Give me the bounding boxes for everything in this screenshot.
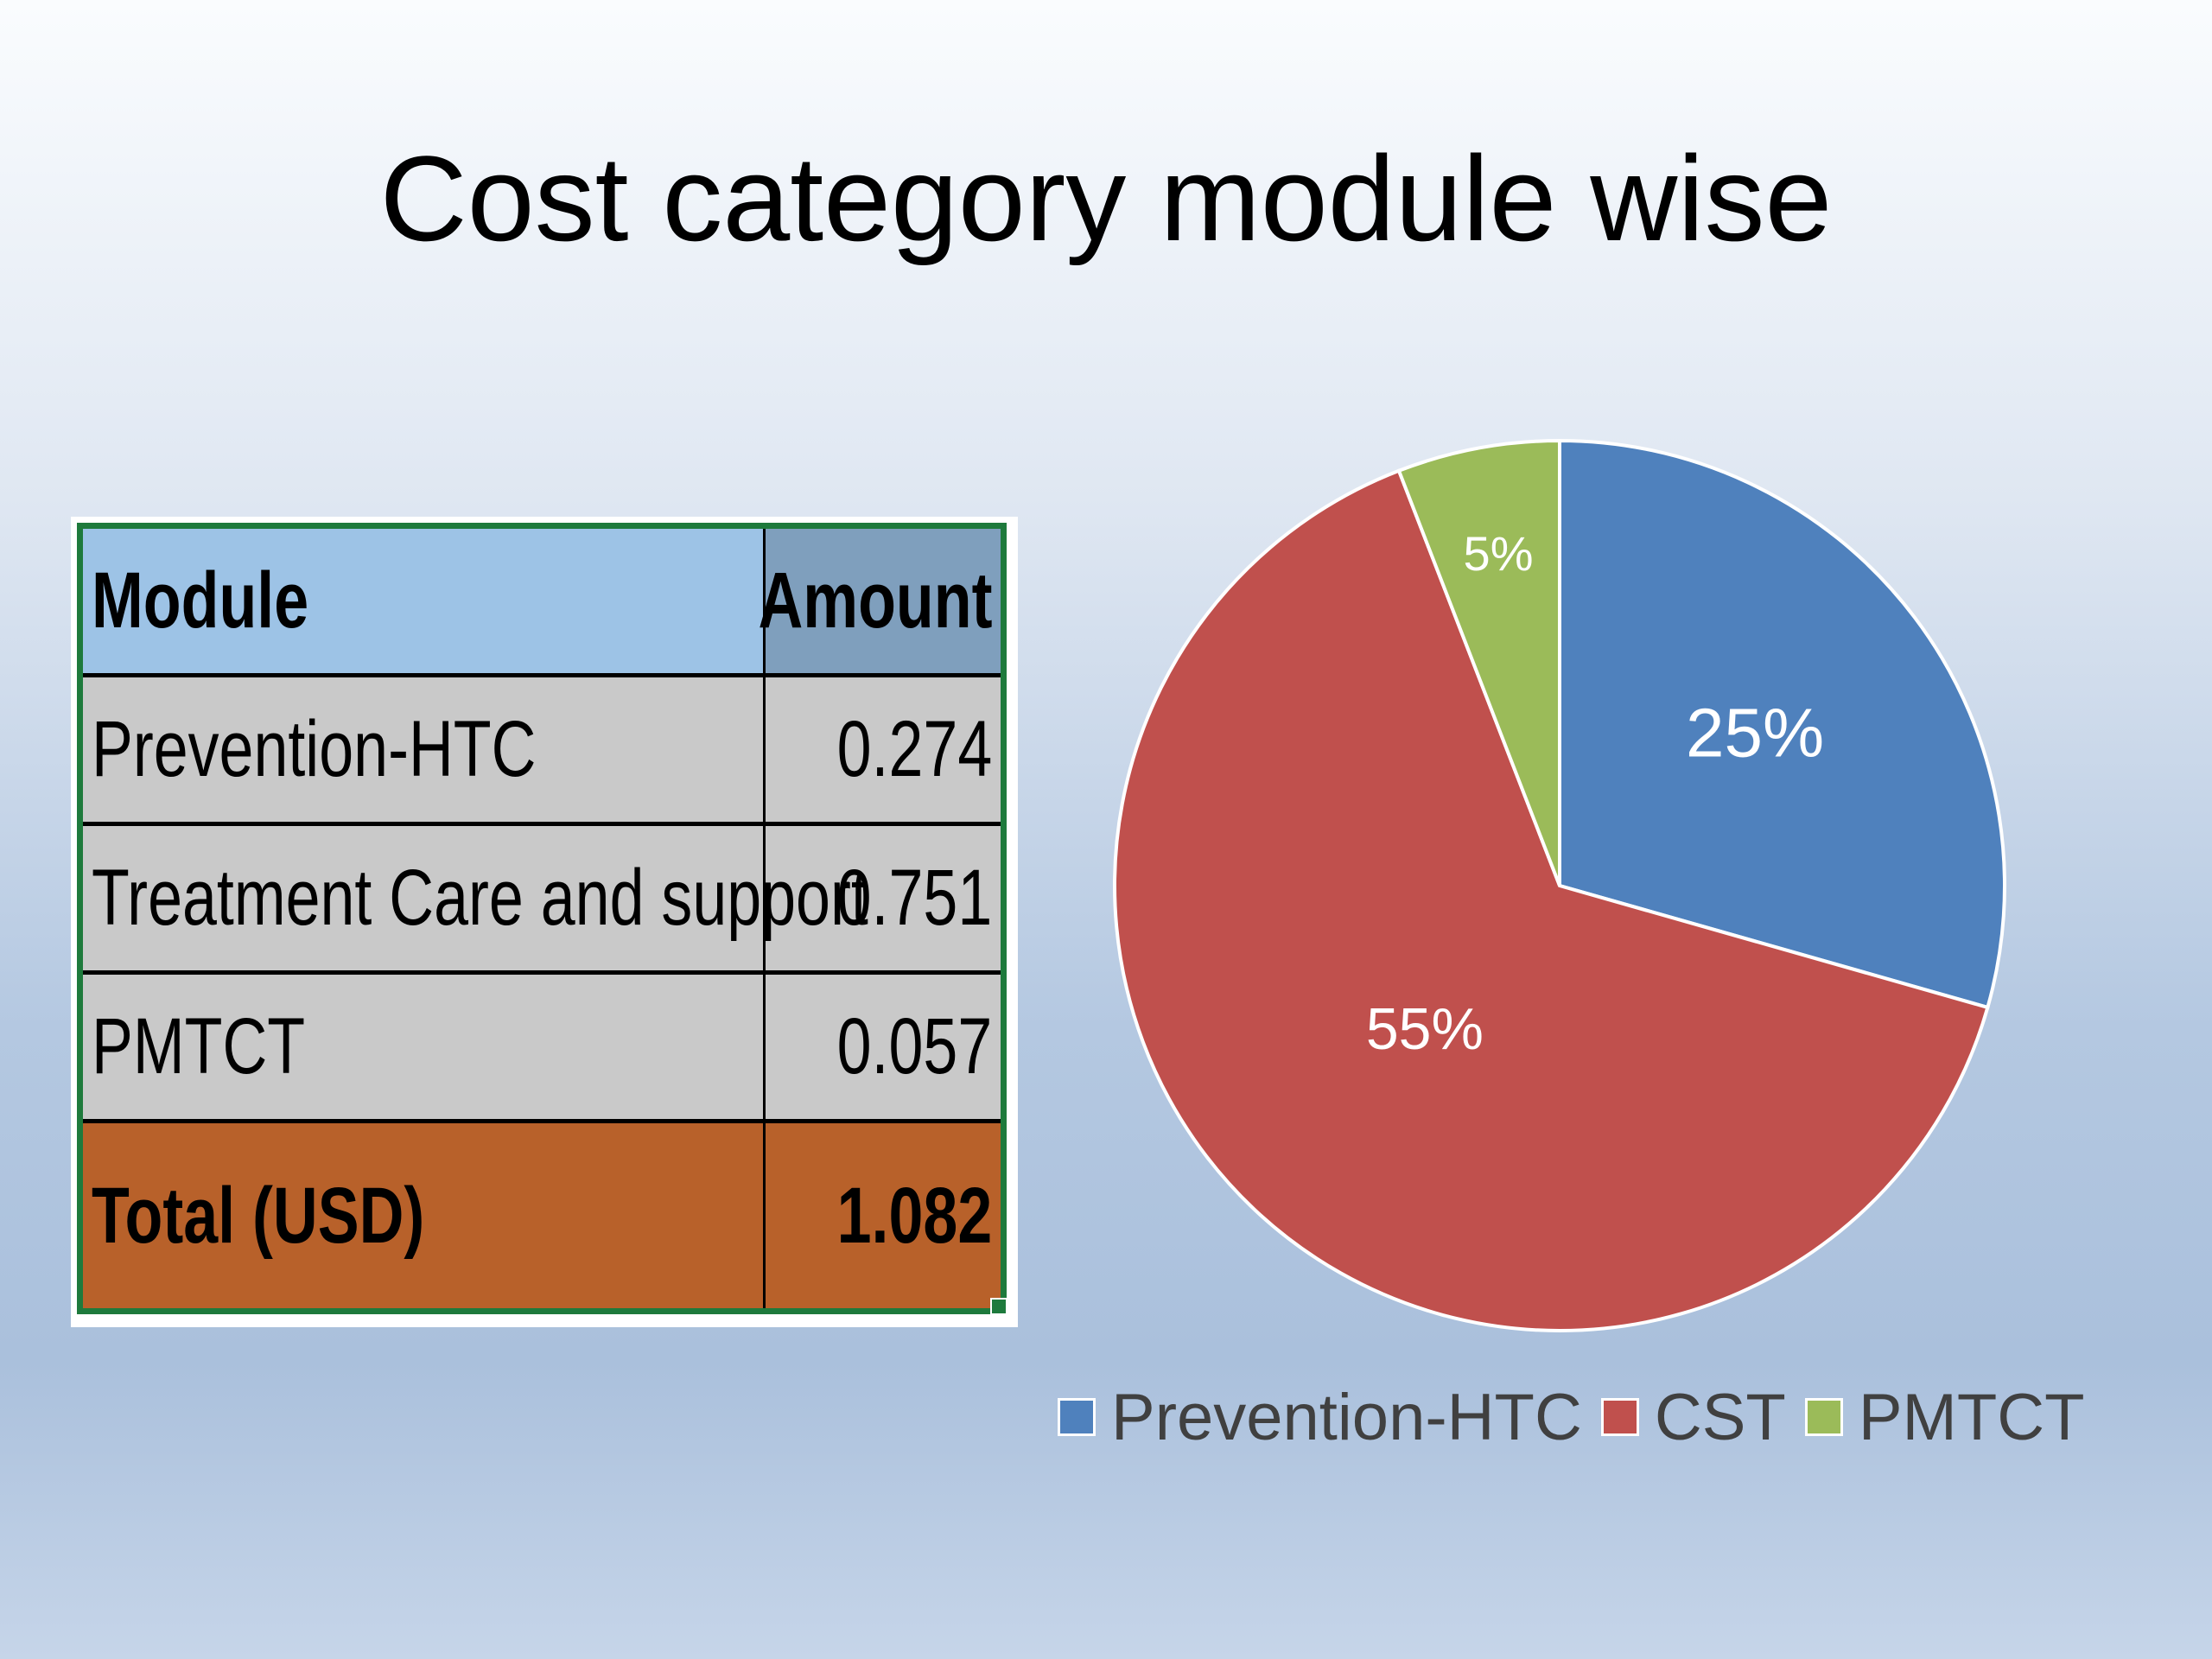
total-label-cell: Total (USD): [83, 1123, 766, 1308]
module-name: Prevention-HTC: [92, 705, 537, 793]
total-amount-cell: 1.082: [766, 1123, 1001, 1308]
amount-value: 0.274: [836, 705, 992, 793]
legend-label: Prevention-HTC: [1111, 1380, 1582, 1454]
pie-data-label: 5%: [1464, 526, 1534, 581]
table-row: PMTCT 0.057: [83, 975, 1001, 1123]
legend-label: CST: [1654, 1380, 1786, 1454]
pie-chart: 25% 55% 5%: [1113, 438, 2006, 1332]
table-total-row: Total (USD) 1.082: [83, 1123, 1001, 1308]
module-cell: Treatment Care and support: [83, 826, 868, 970]
pie-slice-prevention-htc[interactable]: [1558, 438, 2006, 1010]
amount-value: 0.057: [836, 1002, 992, 1090]
pie-slice-pmtct[interactable]: [1396, 438, 1561, 887]
table-row: Treatment Care and support 0.751: [83, 826, 1001, 975]
table-row: Prevention-HTC 0.274: [83, 677, 1001, 826]
module-cell: PMTCT: [83, 975, 766, 1119]
amount-cell: 0.751: [766, 826, 1001, 970]
amount-cell: 0.274: [766, 677, 1001, 822]
module-name: PMTCT: [92, 1002, 306, 1090]
legend-swatch: [1600, 1398, 1639, 1436]
legend-swatch: [1804, 1398, 1843, 1436]
header-amount: Amount: [757, 556, 992, 645]
header-module-cell: Module: [83, 529, 766, 673]
total-amount: 1.082: [836, 1171, 992, 1260]
amount-cell: 0.057: [766, 975, 1001, 1119]
chart-legend: Prevention-HTC CST PMTCT: [1058, 1380, 2085, 1455]
legend-item-cst: CST: [1600, 1380, 1786, 1455]
pie-data-label: 55%: [1366, 996, 1484, 1062]
pie-data-label: 25%: [1686, 694, 1824, 771]
header-module: Module: [92, 556, 309, 645]
legend-item-prevention-htc: Prevention-HTC: [1058, 1380, 1582, 1455]
legend-swatch: [1058, 1398, 1096, 1436]
slide-title: Cost category module wise: [379, 130, 1833, 266]
module-name: Treatment Care and support: [92, 854, 868, 942]
cost-table[interactable]: Module Amount Prevention-HTC 0.274 Treat…: [77, 523, 1007, 1315]
legend-item-pmtct: PMTCT: [1804, 1380, 2085, 1455]
pie-slice-cst[interactable]: [1113, 468, 1990, 1332]
selection-resize-handle[interactable]: [990, 1298, 1007, 1315]
header-amount-cell: Amount: [758, 529, 1001, 673]
module-cell: Prevention-HTC: [83, 677, 766, 822]
legend-label: PMTCT: [1858, 1380, 2085, 1454]
table-header-row: Module Amount: [83, 529, 1001, 677]
total-label: Total (USD): [92, 1171, 425, 1260]
cost-table-container: Module Amount Prevention-HTC 0.274 Treat…: [71, 517, 1018, 1327]
amount-value: 0.751: [836, 854, 992, 942]
